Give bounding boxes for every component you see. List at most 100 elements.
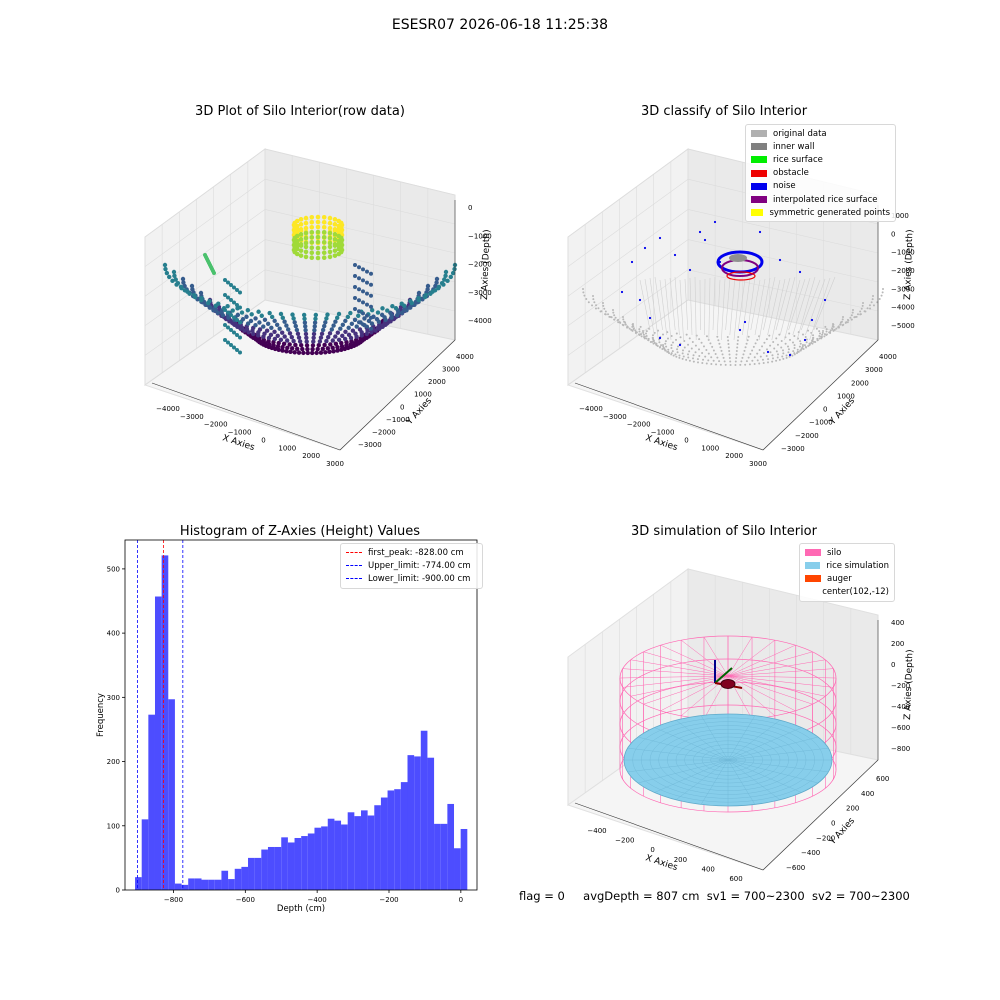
panel2-x-tick-label: 0	[684, 436, 688, 444]
legend-label: inner wall	[773, 141, 815, 152]
histogram-bar	[427, 757, 435, 890]
histogram-bar	[314, 827, 322, 890]
panel4-z-tick-label: −400	[891, 703, 910, 711]
histogram-bars	[135, 555, 468, 890]
histogram-x-tick-label: −800	[164, 896, 183, 904]
histogram-reference-lines	[137, 540, 184, 890]
panel4-y-tick-label: 400	[861, 790, 874, 798]
silo-roof-line	[727, 639, 776, 677]
silo-roof-line	[630, 675, 729, 697]
silo-roof-line	[622, 675, 729, 688]
panel2-z-tick-label: −2000	[891, 267, 915, 275]
legend-label: noise	[773, 181, 796, 192]
histogram-y-tick-label: 200	[107, 758, 120, 766]
panel2-x-ticks: −4000−3000−2000−1000 0 1000 2000 3000	[579, 405, 767, 468]
histogram-x-tick-label: 0	[459, 896, 463, 904]
silo-roof-line	[622, 668, 729, 677]
legend-label: center(102,-12)	[822, 587, 889, 598]
histogram-bar	[341, 824, 348, 890]
silo-roof-line	[727, 636, 753, 677]
histogram-bar	[274, 846, 282, 890]
histogram-bar	[367, 815, 375, 890]
histogram-bar	[148, 714, 155, 890]
legend-label: Upper_limit: -774.00 cm	[368, 560, 471, 571]
panel4-legend-item: center(102,-12)	[805, 586, 889, 599]
panel4-legend-item: auger	[805, 572, 889, 585]
legend-label: symmetric generated points	[769, 207, 890, 218]
silo-roof-line	[680, 639, 729, 677]
silo-roof-line	[727, 675, 826, 697]
panel1-title: 3D Plot of Silo Interior(row data)	[195, 104, 405, 119]
panel2-x-tick-label: −2000	[627, 421, 651, 429]
histogram-bar	[347, 812, 355, 890]
panel1-z-tick-label: 0	[468, 204, 472, 212]
legend-line-sample	[346, 565, 362, 567]
rice-mesh-spoke	[727, 747, 829, 761]
rice-mesh-spoke	[654, 759, 729, 793]
panel2-title: 3D classify of Silo Interior	[640, 104, 808, 119]
panel2-legend-item: original data	[751, 127, 890, 140]
rice-mesh-spoke	[700, 715, 729, 761]
rice-mesh-spoke	[627, 759, 729, 773]
histogram-bar	[248, 857, 255, 890]
legend-swatch	[751, 130, 767, 138]
panel4-z-tick-label: −800	[891, 745, 910, 753]
histogram-bar	[261, 849, 268, 890]
legend-swatch	[751, 182, 767, 190]
panel4-zlabel: Z Axies (Depth)	[903, 649, 915, 720]
histogram-bar	[400, 782, 408, 890]
legend-swatch	[805, 549, 821, 557]
histogram-bar	[287, 842, 295, 890]
panel4-legend: silo rice simulation auger center(102,-12)	[799, 543, 895, 602]
histogram-bar	[327, 818, 335, 890]
histogram-bar	[188, 878, 195, 890]
histogram-bar	[407, 755, 415, 890]
panel2-y-tick-label: 1000	[837, 392, 855, 400]
legend-swatch	[751, 143, 767, 151]
legend-label: obstacle	[773, 168, 809, 179]
panel1-y-tick-label: −3000	[358, 441, 382, 449]
histogram-bar	[194, 878, 202, 890]
legend-label: rice simulation	[826, 560, 889, 571]
silo-roof-line	[630, 659, 729, 677]
panel1-z-tick-label: −3000	[468, 289, 492, 297]
histogram-ylabel: Frequency	[96, 693, 106, 737]
histogram-bar	[321, 826, 328, 890]
legend-swatch	[751, 169, 767, 177]
panel4-legend-item: silo	[805, 546, 889, 559]
histogram-legend-item: Upper_limit: -774.00 cm	[346, 559, 477, 572]
rice-mesh-spoke	[627, 747, 729, 761]
histogram-bar	[234, 868, 242, 890]
histogram-bar	[354, 816, 361, 890]
histogram-legend-item: Lower_limit: -900.00 cm	[346, 572, 477, 585]
figure-title: ESESR07 2026-06-18 11:25:38	[391, 17, 609, 33]
panel2-legend-item: inner wall	[751, 140, 890, 153]
histogram-bar	[294, 837, 302, 890]
flag-text: flag = 0	[519, 889, 565, 903]
histogram-bar	[141, 819, 149, 890]
panel2-z-tick-label: −3000	[891, 285, 915, 293]
silo-roof-line	[619, 675, 729, 679]
histogram-legend: first_peak: -828.00 cm Upper_limit: -774.…	[340, 543, 483, 589]
panel2-z-ticks: 1000 0 −1000 −2000 −3000 −4000 −5000	[891, 212, 915, 330]
legend-label: Lower_limit: -900.00 cm	[368, 573, 471, 584]
panel2-y-ticks: −3000 −2000 −1000 0 1000 2000 3000 4000	[781, 353, 897, 453]
panel2-y-tick-label: −2000	[795, 432, 819, 440]
panel3-title: Histogram of Z-Axies (Height) Values	[179, 524, 421, 539]
panel4-z-tick-label: −600	[891, 724, 910, 732]
panel2-y-tick-label: 2000	[851, 379, 869, 387]
panel1-x-tick-label: −4000	[156, 405, 180, 413]
rice-mesh-spoke	[700, 759, 729, 805]
histogram-x-tick-label: −400	[308, 896, 327, 904]
histogram-bar	[201, 879, 209, 890]
panel4-legend-item: rice simulation	[805, 559, 889, 572]
legend-label: silo	[827, 547, 842, 558]
histogram-bar	[154, 596, 162, 890]
histogram-bar	[380, 797, 388, 890]
rice-mesh-spoke	[727, 759, 781, 800]
panel2-x-tick-label: 2000	[725, 452, 743, 460]
legend-swatch	[751, 196, 767, 204]
rice-mesh-spoke	[654, 727, 729, 761]
rice-mesh-spoke	[637, 759, 729, 784]
